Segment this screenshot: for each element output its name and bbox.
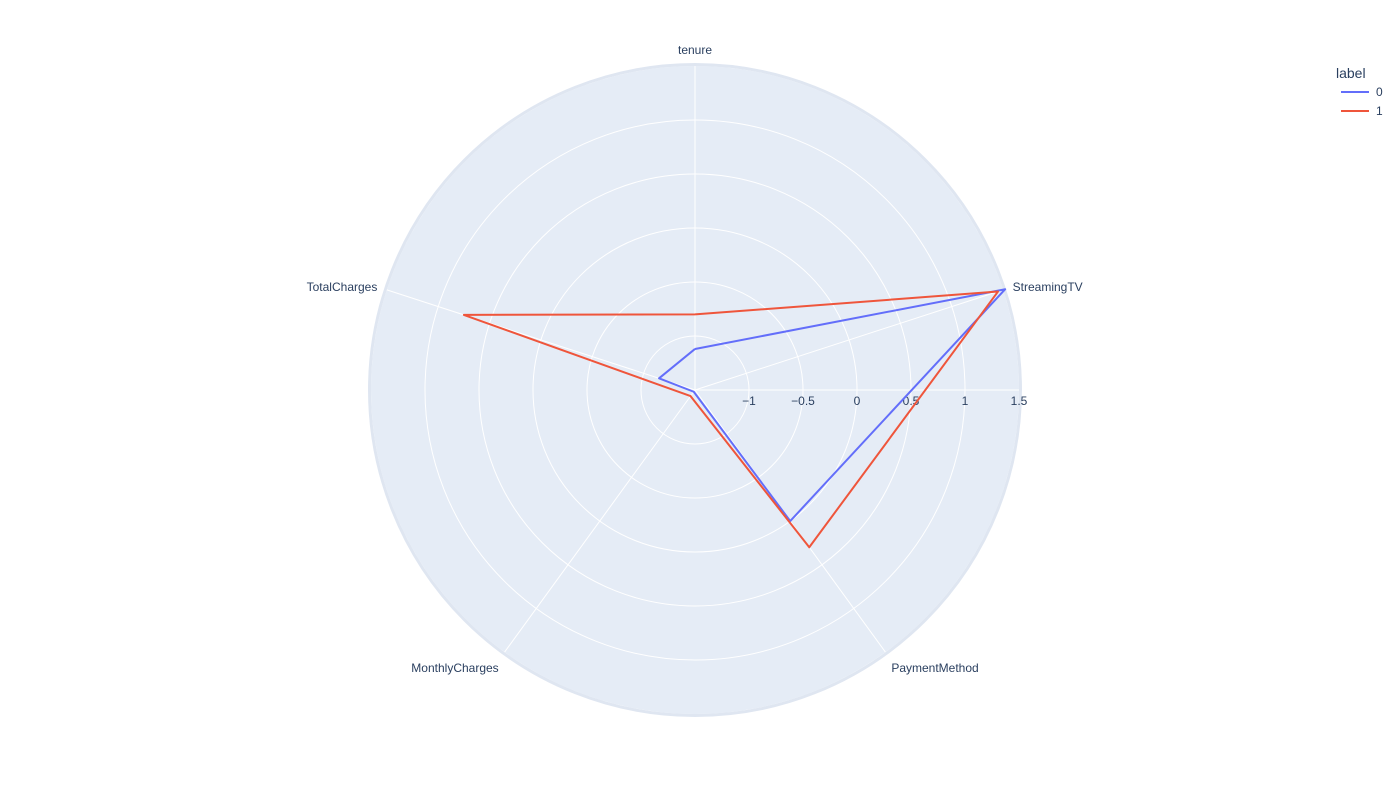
series-line-1[interactable] — [462, 290, 1000, 549]
angular-gridline-1 — [694, 289, 1004, 391]
polar-outer-ring — [368, 63, 1022, 717]
legend-title: label — [1336, 65, 1366, 81]
angular-axis-label-PaymentMethod: PaymentMethod — [891, 661, 978, 675]
angular-gridline-3 — [504, 389, 696, 653]
angular-axis-label-tenure: tenure — [678, 43, 712, 57]
radial-tick-label: 1.5 — [1011, 394, 1028, 408]
radial-tick-label: 1 — [962, 394, 969, 408]
angular-axis-label-TotalCharges: TotalCharges — [307, 280, 378, 294]
angular-axis-label-MonthlyCharges: MonthlyCharges — [411, 661, 498, 675]
angular-gridline-4 — [386, 289, 696, 391]
series-line-0[interactable] — [658, 288, 1007, 523]
radial-tick-label: −0.5 — [791, 394, 815, 408]
radial-tick-label: 0 — [854, 394, 861, 408]
radial-tick-label: −1 — [742, 394, 756, 408]
legend-label-1[interactable]: 1 — [1376, 104, 1383, 118]
angular-axis-label-StreamingTV: StreamingTV — [1013, 280, 1083, 294]
legend-label-0[interactable]: 0 — [1376, 85, 1383, 99]
